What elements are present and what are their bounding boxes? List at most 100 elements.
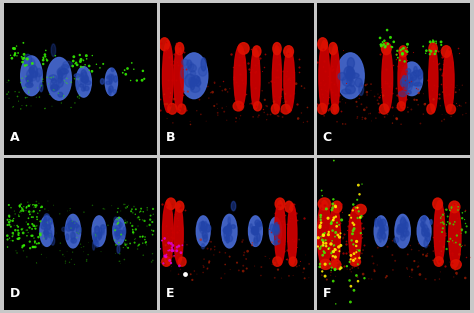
Point [184,89,191,94]
Point [85,64,93,69]
Point [438,53,446,58]
Point [353,104,361,109]
Point [199,270,207,275]
Point [33,217,41,222]
Point [174,218,182,223]
Point [18,245,26,250]
Ellipse shape [81,70,86,79]
Point [57,100,65,105]
Point [443,247,450,252]
Ellipse shape [256,222,262,226]
Point [29,233,36,238]
Point [279,115,286,120]
Point [317,208,324,213]
Point [148,259,155,264]
Point [18,243,26,248]
Ellipse shape [119,222,121,228]
Point [446,54,454,59]
Point [28,61,36,66]
Point [173,224,181,229]
Point [69,59,77,64]
Point [312,234,320,239]
Point [339,121,346,126]
Point [240,47,248,52]
Point [175,228,182,233]
Point [435,62,442,67]
Point [161,201,168,206]
Point [291,91,298,96]
Point [155,260,163,265]
Point [438,244,446,249]
Ellipse shape [382,233,386,239]
Point [397,122,405,127]
Ellipse shape [318,103,327,114]
Point [171,107,179,112]
Ellipse shape [403,228,408,237]
Point [323,89,331,94]
Point [454,46,462,51]
Point [129,227,137,232]
Point [67,105,75,110]
Point [331,99,339,104]
Point [163,250,171,255]
Point [62,80,70,85]
Point [30,244,38,249]
Ellipse shape [66,234,69,240]
Point [420,236,428,241]
Point [389,63,396,68]
Point [77,64,85,69]
Point [64,208,72,213]
Point [177,243,184,248]
Point [9,46,17,51]
Point [430,203,438,208]
Point [35,201,43,206]
Point [348,238,356,243]
Point [380,92,387,97]
Point [191,269,198,274]
Point [439,259,447,264]
Point [226,254,233,259]
Point [337,231,344,236]
Point [321,274,329,279]
Point [327,43,334,48]
Point [349,228,357,233]
Point [319,77,327,82]
Ellipse shape [191,80,201,86]
Ellipse shape [45,231,47,239]
Point [144,208,151,213]
Point [251,85,259,90]
Point [429,39,437,44]
Ellipse shape [41,221,46,229]
Point [319,65,327,70]
Point [167,269,174,274]
Point [30,205,38,210]
Ellipse shape [44,214,49,221]
Point [382,79,389,84]
Ellipse shape [36,73,40,82]
Point [285,208,292,213]
Point [283,222,291,227]
Point [457,104,465,109]
Ellipse shape [273,241,277,245]
Point [23,103,30,108]
Point [319,94,327,99]
Point [29,222,36,227]
Ellipse shape [160,38,169,51]
Point [27,104,35,109]
Ellipse shape [397,102,405,111]
Point [28,215,36,220]
Point [112,242,120,247]
Point [363,105,370,110]
Point [266,256,273,261]
Point [181,106,189,111]
Point [134,223,142,228]
Point [19,40,27,45]
Point [205,239,213,244]
Ellipse shape [347,58,355,69]
Point [439,62,447,67]
Ellipse shape [39,83,43,92]
Point [236,62,243,67]
Ellipse shape [95,241,99,247]
Ellipse shape [166,198,176,210]
Ellipse shape [238,43,249,54]
